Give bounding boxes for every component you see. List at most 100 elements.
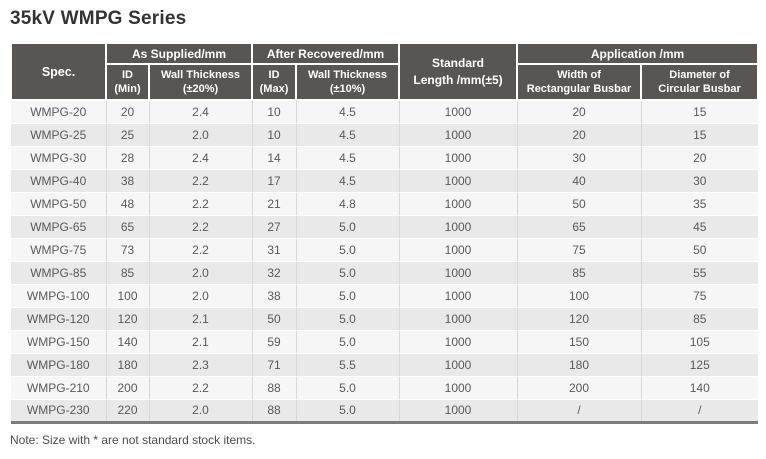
cell-value: 2.1: [149, 307, 253, 331]
cell-value: 150: [517, 330, 642, 354]
cell-value: 1000: [399, 169, 518, 193]
cell-value: 38: [252, 284, 297, 308]
cell-value: 32: [252, 261, 297, 285]
cell-value: 5.0: [296, 330, 400, 354]
cell-value: 1000: [399, 353, 518, 377]
cell-spec: WMPG-120: [11, 307, 107, 331]
cell-value: 4.8: [296, 192, 400, 216]
cell-value: 25: [106, 123, 150, 147]
cell-value: 4.5: [296, 169, 400, 193]
page: 35kV WMPG Series Spec. As Supplied/mm Af…: [10, 8, 760, 447]
cell-spec: WMPG-150: [11, 330, 107, 354]
cell-value: 28: [106, 146, 150, 170]
cell-value: 75: [517, 238, 642, 262]
cell-value: 1000: [399, 215, 518, 239]
table-row: WMPG-230 220 2.0 88 5.0 1000//: [11, 399, 759, 424]
cell-value: 20: [517, 100, 642, 124]
table-row: WMPG-120 120 2.1 50 5.0 1000 120 85: [11, 307, 759, 331]
table-row: WMPG-75 73 2.2 31 5.0 1000 75 50: [11, 238, 759, 262]
group-header-after-recovered: After Recovered/mm: [251, 42, 401, 65]
cell-value: 1000: [399, 376, 518, 400]
cell-value: 140: [106, 330, 150, 354]
cell-spec: WMPG-20: [11, 100, 107, 124]
cell-value: 35: [641, 192, 759, 216]
cell-value: 75: [641, 284, 759, 308]
cell-spec: WMPG-230: [11, 399, 107, 424]
table-row: WMPG-40 38 2.2 17 4.5 1000 40 30: [11, 169, 759, 193]
cell-value: 5.0: [296, 238, 400, 262]
cell-value: 1000: [399, 261, 518, 285]
cell-value: 1000: [399, 307, 518, 331]
col-header-diameter-circular-busbar: Diameter of Circular Busbar: [640, 63, 760, 101]
table-row: WMPG-210 200 2.2 88 5.0 1000 200 140: [11, 376, 759, 400]
cell-value: 4.5: [296, 100, 400, 124]
cell-value: 30: [517, 146, 642, 170]
cell-value: 2.4: [149, 100, 253, 124]
id-min-line2: (Min): [114, 83, 141, 95]
diameter-busbar-line1: Diameter of: [669, 68, 730, 81]
cell-value: 2.1: [149, 330, 253, 354]
table-row: WMPG-50 48 2.2 21 4.8 1000 50 35: [11, 192, 759, 216]
cell-value: 55: [641, 261, 759, 285]
cell-value: 180: [517, 353, 642, 377]
cell-value: 105: [641, 330, 759, 354]
header-row-subcolumns: ID (Min) Wall Thickness (±20%) ID (Max) …: [11, 63, 760, 101]
table-row: WMPG-180 180 2.3 71 5.5 1000 180 125: [11, 353, 759, 377]
cell-value: 2.2: [149, 215, 253, 239]
wmpg-series-table: Spec. As Supplied/mm After Recovered/mm …: [10, 42, 760, 424]
table-header: Spec. As Supplied/mm After Recovered/mm …: [10, 42, 760, 101]
cell-value: 140: [641, 376, 759, 400]
cell-value: 85: [641, 307, 759, 331]
wall-recovered-line1: Wall Thickness: [307, 68, 388, 81]
width-busbar-line2: Rectangular Busbar: [526, 83, 632, 95]
standard-length-line2: Length /mm(±5): [413, 72, 503, 87]
cell-value: 120: [517, 307, 642, 331]
cell-value: 5.0: [296, 376, 400, 400]
header-row-groups: Spec. As Supplied/mm After Recovered/mm …: [10, 42, 760, 101]
page-title: 35kV WMPG Series: [10, 8, 187, 29]
table-row: WMPG-85 85 2.0 32 5.0 1000 85 55: [11, 261, 759, 285]
diameter-busbar-line2: Circular Busbar: [658, 83, 741, 95]
cell-value: 180: [106, 353, 150, 377]
table-row: WMPG-65 65 2.2 27 5.0 1000 65 45: [11, 215, 759, 239]
cell-value: 2.2: [149, 238, 253, 262]
cell-value: 20: [106, 100, 150, 124]
cell-spec: WMPG-100: [11, 284, 107, 308]
cell-spec: WMPG-30: [11, 146, 107, 170]
width-busbar-line1: Width of: [557, 68, 601, 81]
id-min-line1: ID: [122, 68, 133, 81]
cell-spec: WMPG-50: [11, 192, 107, 216]
cell-value: 10: [252, 123, 297, 147]
cell-value: 4.5: [296, 146, 400, 170]
col-header-wall-thickness-supplied: Wall Thickness (±20%): [147, 63, 254, 101]
cell-value: 2.2: [149, 192, 253, 216]
cell-value: /: [641, 399, 759, 424]
cell-spec: WMPG-25: [11, 123, 107, 147]
cell-value: 5.5: [296, 353, 400, 377]
cell-value: 5.0: [296, 284, 400, 308]
col-header-standard-length: Standard Length /mm(±5): [398, 42, 519, 101]
cell-value: 200: [106, 376, 150, 400]
cell-value: 59: [252, 330, 297, 354]
wall-recovered-line2: (±10%): [329, 83, 366, 95]
cell-value: 5.0: [296, 215, 400, 239]
col-header-id-max: ID (Max): [251, 63, 298, 101]
table-row: WMPG-30 28 2.4 14 4.5 1000 30 20: [11, 146, 759, 170]
table-row: WMPG-25 25 2.0 10 4.5 1000 20 15: [11, 123, 759, 147]
cell-value: 2.2: [149, 376, 253, 400]
cell-value: 5.0: [296, 399, 400, 424]
standard-length-line1: Standard: [432, 56, 485, 71]
id-max-line2: (Max): [259, 83, 289, 95]
cell-value: 71: [252, 353, 297, 377]
col-header-spec: Spec.: [10, 42, 107, 101]
cell-value: 1000: [399, 146, 518, 170]
cell-value: 2.0: [149, 123, 253, 147]
cell-value: 20: [641, 146, 759, 170]
cell-value: 14: [252, 146, 297, 170]
cell-value: 50: [252, 307, 297, 331]
cell-value: 27: [252, 215, 297, 239]
cell-value: 10: [252, 100, 297, 124]
table-row: WMPG-100 100 2.0 38 5.0 1000 100 75: [11, 284, 759, 308]
cell-value: 4.5: [296, 123, 400, 147]
cell-value: 2.0: [149, 284, 253, 308]
